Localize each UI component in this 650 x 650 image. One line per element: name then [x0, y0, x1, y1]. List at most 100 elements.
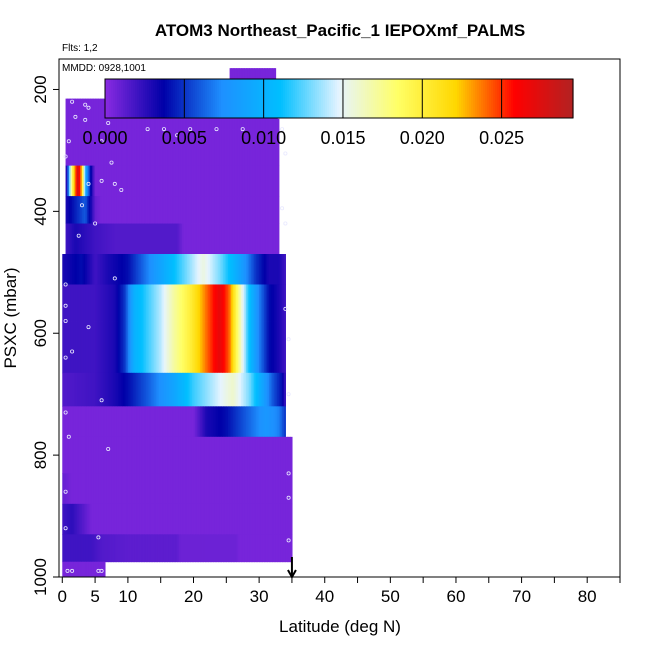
colorbar-swatch: [505, 79, 508, 118]
heatmap-cell: [157, 473, 160, 505]
colorbar-swatch: [487, 79, 490, 118]
heatmap-cell: [236, 473, 239, 505]
heatmap-cell: [223, 372, 226, 407]
heatmap-cell: [196, 321, 200, 374]
sample-point: [63, 318, 68, 323]
colorbar-swatch: [379, 79, 382, 118]
heatmap-cell: [170, 534, 173, 563]
heatmap-cell: [170, 503, 173, 535]
heatmap-cell: [88, 473, 91, 505]
heatmap-cell: [232, 321, 236, 374]
heatmap-cell: [257, 436, 260, 474]
heatmap-cell: [268, 436, 272, 474]
heatmap-cell: [227, 534, 231, 563]
heatmap-cell: [144, 503, 147, 535]
heatmap-cell: [139, 534, 142, 563]
heatmap-cell: [193, 372, 196, 407]
heatmap-cell: [93, 436, 96, 474]
heatmap-cell: [86, 223, 90, 255]
heatmap-cell: [270, 503, 273, 535]
heatmap-cell: [157, 284, 160, 322]
heatmap-cell: [229, 196, 232, 224]
heatmap-cell: [119, 223, 122, 255]
heatmap-cell: [101, 98, 104, 130]
heatmap-cell: [85, 561, 88, 577]
heatmap-cell: [137, 436, 140, 474]
heatmap-cell: [129, 406, 132, 438]
x-tick-label: 60: [447, 587, 466, 606]
heatmap-cell: [241, 534, 244, 563]
heatmap-cell: [196, 254, 200, 285]
heatmap-cell: [168, 321, 172, 374]
heatmap-cell: [67, 534, 70, 563]
heatmap-cell: [191, 223, 195, 255]
heatmap-cell: [132, 196, 136, 224]
heatmap-cell: [126, 223, 129, 255]
colorbar-swatch: [283, 79, 286, 118]
heatmap-cell: [170, 165, 173, 197]
heatmap-cell: [81, 436, 85, 474]
heatmap-cell: [103, 223, 106, 255]
heatmap-cell: [124, 406, 127, 438]
heatmap-cell: [78, 503, 81, 535]
heatmap-cell: [86, 406, 90, 438]
heatmap-cell: [283, 284, 286, 322]
heatmap-cell: [239, 129, 242, 167]
heatmap-cell: [139, 406, 142, 438]
heatmap-cell: [126, 165, 129, 197]
heatmap-cell: [282, 406, 285, 438]
heatmap-cell: [237, 284, 241, 322]
colorbar-swatch: [385, 79, 388, 118]
heatmap-cell: [239, 436, 242, 474]
heatmap-cell: [223, 254, 226, 285]
date-note: MMDD: 0928,1001: [62, 63, 146, 74]
heatmap-cell: [83, 534, 86, 563]
heatmap-cell: [77, 561, 80, 577]
heatmap-cell: [204, 372, 208, 407]
heatmap-cell: [85, 473, 88, 505]
colorbar-swatch: [557, 79, 560, 118]
heatmap-cell: [282, 473, 285, 505]
heatmap-cell: [224, 321, 227, 374]
colorbar-swatch: [311, 79, 314, 118]
heatmap-cell: [165, 503, 168, 535]
heatmap-cell: [124, 129, 127, 167]
colorbar-swatch: [537, 79, 540, 118]
heatmap-cell: [244, 473, 247, 505]
heatmap-cell: [119, 534, 122, 563]
heatmap-cell: [124, 534, 127, 563]
heatmap-cell: [224, 165, 227, 197]
heatmap-cell: [80, 406, 83, 438]
heatmap-cell: [70, 534, 73, 563]
colorbar-swatch: [151, 79, 154, 118]
heatmap-cell: [229, 223, 232, 255]
heatmap-cell: [81, 473, 85, 505]
heatmap-cell: [273, 284, 277, 322]
sample-point: [86, 181, 91, 186]
heatmap-cell: [173, 254, 177, 285]
heatmap-cell: [227, 372, 231, 407]
heatmap-cell: [155, 503, 159, 535]
heatmap-cell: [172, 473, 175, 505]
colorbar-swatch: [297, 79, 300, 118]
heatmap-cell: [260, 406, 263, 438]
heatmap-cell: [86, 503, 90, 535]
heatmap-cell: [231, 165, 234, 197]
heatmap-cell: [139, 284, 142, 322]
heatmap-cell: [227, 284, 231, 322]
heatmap-cell: [219, 254, 222, 285]
heatmap-cell: [154, 196, 157, 224]
colorbar-swatch: [535, 79, 538, 118]
heatmap-cell: [62, 473, 65, 505]
heatmap-cell: [83, 561, 86, 577]
heatmap-cell: [249, 503, 252, 535]
heatmap-cell: [159, 473, 162, 505]
heatmap-cell: [283, 254, 286, 285]
heatmap-cell: [213, 284, 216, 322]
heatmap-cell: [149, 165, 152, 197]
heatmap-cell: [254, 534, 257, 563]
colorbar-swatch: [201, 79, 204, 118]
heatmap-cell: [150, 436, 154, 474]
x-tick-label: 20: [184, 587, 203, 606]
heatmap-cell: [180, 196, 183, 224]
